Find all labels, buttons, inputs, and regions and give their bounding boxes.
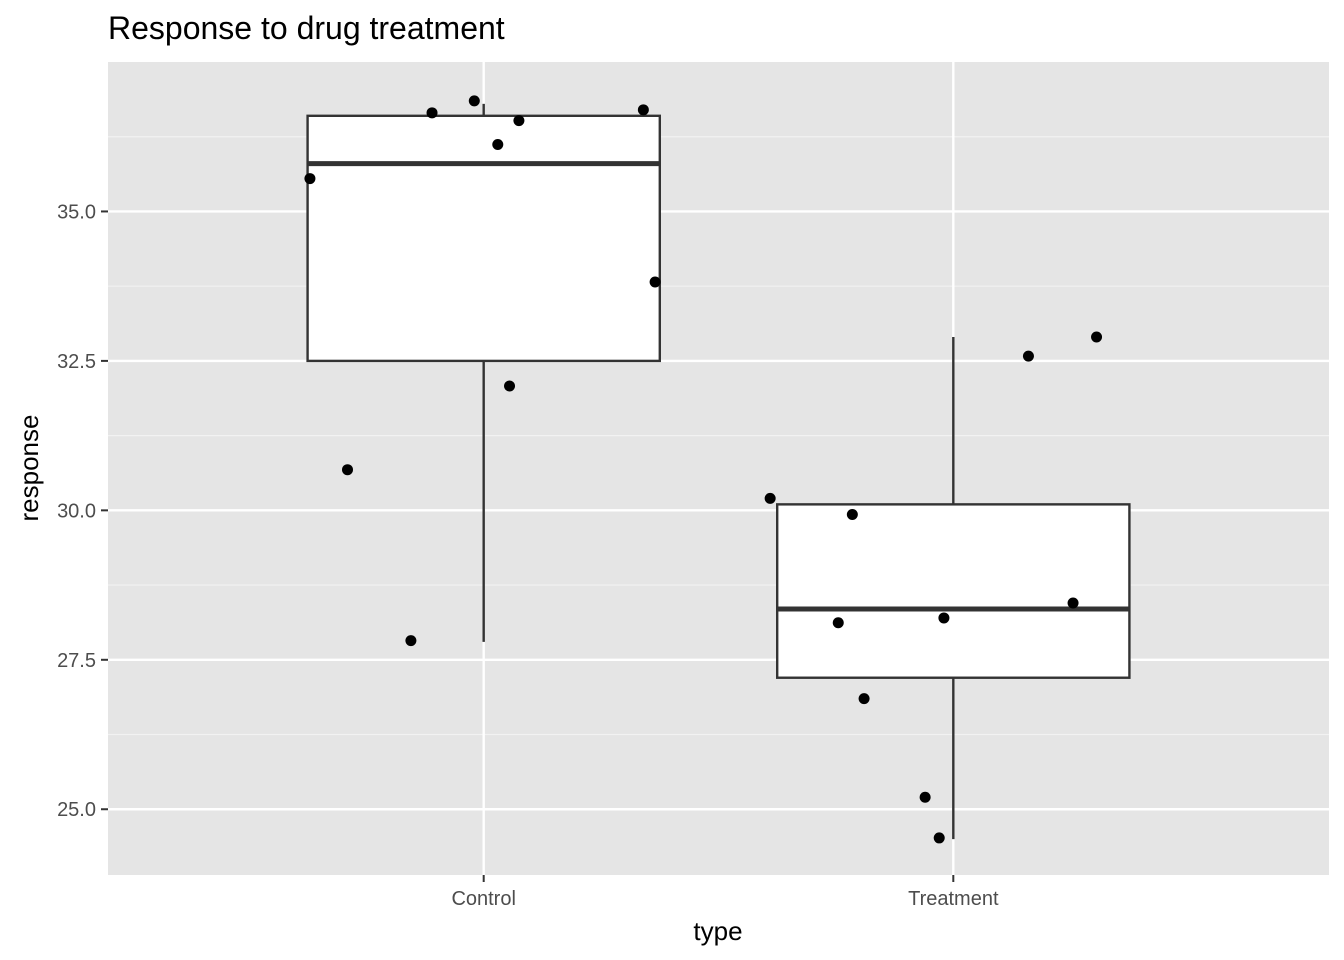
data-point <box>513 115 525 127</box>
x-tick-label: Control <box>451 888 515 910</box>
x-tick-label: Treatment <box>908 888 999 910</box>
data-point <box>637 104 649 116</box>
y-tick-label: 27.5 <box>57 650 96 672</box>
data-point <box>342 464 354 476</box>
box-control <box>306 103 661 642</box>
data-point <box>846 509 858 521</box>
data-point <box>832 617 844 629</box>
y-tick-label: 35.0 <box>57 201 96 223</box>
data-point <box>492 138 504 150</box>
y-axis-title: response <box>14 415 44 522</box>
y-tick-label: 25.0 <box>57 799 96 821</box>
boxes-layer <box>306 103 1131 840</box>
data-point <box>304 173 316 185</box>
data-point <box>426 107 438 119</box>
data-point <box>405 635 417 647</box>
data-point <box>858 693 870 705</box>
data-point <box>1091 331 1103 343</box>
points-layer <box>304 95 1103 844</box>
chart-title: Response to drug treatment <box>108 10 505 46</box>
box-iqr <box>306 114 661 363</box>
plot-panel <box>108 62 1329 875</box>
box-treatment <box>776 336 1131 840</box>
data-point <box>764 492 776 504</box>
data-point <box>649 276 661 288</box>
x-axis-title: type <box>693 916 742 946</box>
data-point <box>468 95 480 107</box>
data-point <box>933 832 945 844</box>
data-point <box>504 380 516 392</box>
data-point <box>1067 597 1079 609</box>
data-point <box>938 612 950 624</box>
y-axis: 25.0 27.5 30.0 32.5 35.0 <box>57 201 108 821</box>
y-tick-label: 30.0 <box>57 500 96 522</box>
data-point <box>919 791 931 803</box>
box-iqr <box>776 503 1131 679</box>
x-axis: Control Treatment <box>451 875 999 910</box>
y-tick-label: 32.5 <box>57 351 96 373</box>
data-point <box>1022 350 1034 362</box>
